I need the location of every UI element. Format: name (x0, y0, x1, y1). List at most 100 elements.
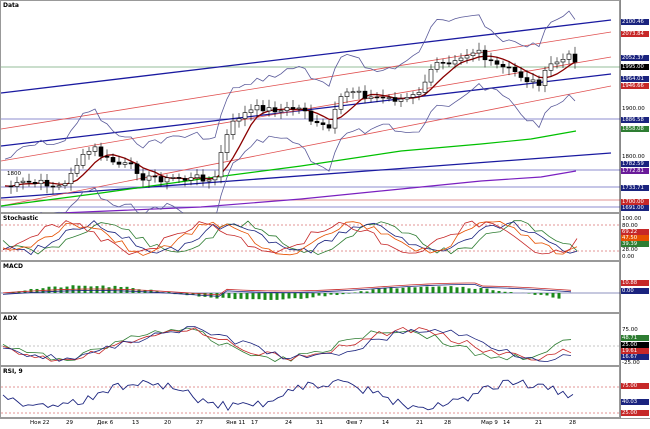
candle-body (357, 91, 361, 92)
candle-body (399, 99, 403, 101)
price-plot-area[interactable]: Data 1800 (0, 0, 620, 213)
candle-body (183, 178, 187, 180)
rsi-chart (1, 367, 621, 419)
time-axis-label: 28 (444, 420, 451, 426)
candle-body (327, 125, 331, 128)
adx-plot-area[interactable]: ADX (0, 313, 620, 366)
time-axis-label: Фев 7 (346, 420, 363, 426)
candle-body (231, 121, 235, 134)
candle-body (453, 61, 457, 64)
candle-body (159, 176, 163, 181)
macd-histogram-bar (228, 293, 231, 298)
candle-body (237, 119, 241, 122)
macd-histogram-bar (354, 292, 357, 293)
rsi-plot-area[interactable]: RSI, 9 (0, 366, 620, 418)
macd-histogram-bar (432, 287, 435, 293)
stochastic-plot-area[interactable]: Stochastic (0, 213, 620, 261)
candle-body (345, 92, 349, 97)
macd-histogram-bar (402, 288, 405, 293)
candle-body (483, 50, 487, 60)
candle-body (51, 186, 55, 187)
macd-histogram-bar (96, 286, 99, 293)
macd-histogram-bar (558, 293, 561, 299)
macd-histogram-bar (384, 288, 387, 293)
macd-histogram-bar (324, 293, 327, 296)
macd-histogram-bar (552, 293, 555, 298)
candle-body (153, 176, 157, 177)
macd-histogram-bar (498, 291, 501, 293)
macd-histogram-bar (438, 286, 441, 293)
adx-panel: ADX 75.00 48.71 25.00 19.61 16.67 -25.00 (0, 313, 650, 366)
price-tag: 1782.59 (621, 161, 649, 167)
price-tag: 1858.08 (621, 126, 649, 132)
macd-histogram-bar (132, 288, 135, 293)
candle-body (195, 175, 199, 178)
time-axis-label: 31 (316, 420, 323, 426)
macd-histogram-bar (492, 290, 495, 293)
macd-histogram-bar (270, 293, 273, 300)
candle-body (441, 62, 445, 63)
left-level-label: 1800 (7, 171, 21, 177)
candle-body (309, 111, 313, 121)
candle-body (213, 177, 217, 180)
adx-line (3, 328, 571, 362)
macd-histogram-bar (474, 289, 477, 293)
price-tag: 1691.00 (621, 205, 649, 211)
candle-body (219, 153, 223, 177)
candle-body (459, 58, 463, 61)
rsi-panel-title: RSI, 9 (3, 368, 23, 375)
macd-histogram-bar (378, 289, 381, 293)
candle-body (243, 113, 247, 119)
macd-histogram-bar (108, 287, 111, 293)
time-axis-label: Янв 11 (226, 420, 245, 426)
macd-histogram-bar (264, 293, 267, 300)
macd-histogram-bar (90, 286, 93, 293)
price-tag: 1733.71 (621, 185, 649, 191)
channel-line-upper (1, 20, 611, 93)
candle-body (351, 92, 355, 93)
candle-body (9, 186, 13, 187)
macd-plot-area[interactable]: MACD (0, 261, 620, 313)
macd-histogram-bar (450, 286, 453, 293)
macd-histogram-bar (444, 287, 447, 293)
adx-panel-title: ADX (3, 315, 17, 322)
stoch-axis-label: 28.00 (622, 247, 638, 253)
candle-body (417, 92, 421, 94)
candle-body (561, 59, 565, 62)
candle-body (15, 183, 19, 187)
candle-body (171, 177, 175, 178)
price-tag: 1946.66 (621, 83, 649, 89)
candle-body (501, 64, 505, 67)
time-axis-label: 20 (164, 420, 171, 426)
candle-body (45, 180, 49, 186)
candle-body (363, 91, 367, 98)
price-panel-title: Data (3, 2, 19, 9)
candle-body (201, 175, 205, 181)
candle-body (555, 62, 559, 64)
candle-body (543, 70, 547, 85)
candle-body (519, 72, 523, 78)
candle-body (471, 53, 475, 56)
candle-body (129, 163, 133, 164)
candle-body (21, 181, 25, 182)
rsi-panel: RSI, 9 75.00 40.03 25.00 (0, 366, 650, 418)
candle-body (261, 105, 265, 111)
candle-body (315, 121, 319, 123)
candle-body (87, 151, 91, 154)
candle-body (285, 107, 289, 110)
candle-body (525, 78, 529, 82)
candle-body (537, 80, 541, 86)
macd-chart (1, 262, 621, 314)
time-axis-label: 21 (535, 420, 542, 426)
candle-body (333, 109, 337, 128)
macd-histogram-bar (336, 293, 339, 295)
stochastic-chart (1, 214, 621, 262)
candle-body (339, 97, 343, 110)
candle-body (297, 108, 301, 109)
candle-body (27, 181, 31, 182)
candle-body (489, 60, 493, 61)
price-tag: 2100.46 (621, 19, 649, 25)
time-axis-label: 14 (503, 420, 510, 426)
price-chart (1, 1, 621, 214)
bollinger-upper (5, 11, 575, 159)
